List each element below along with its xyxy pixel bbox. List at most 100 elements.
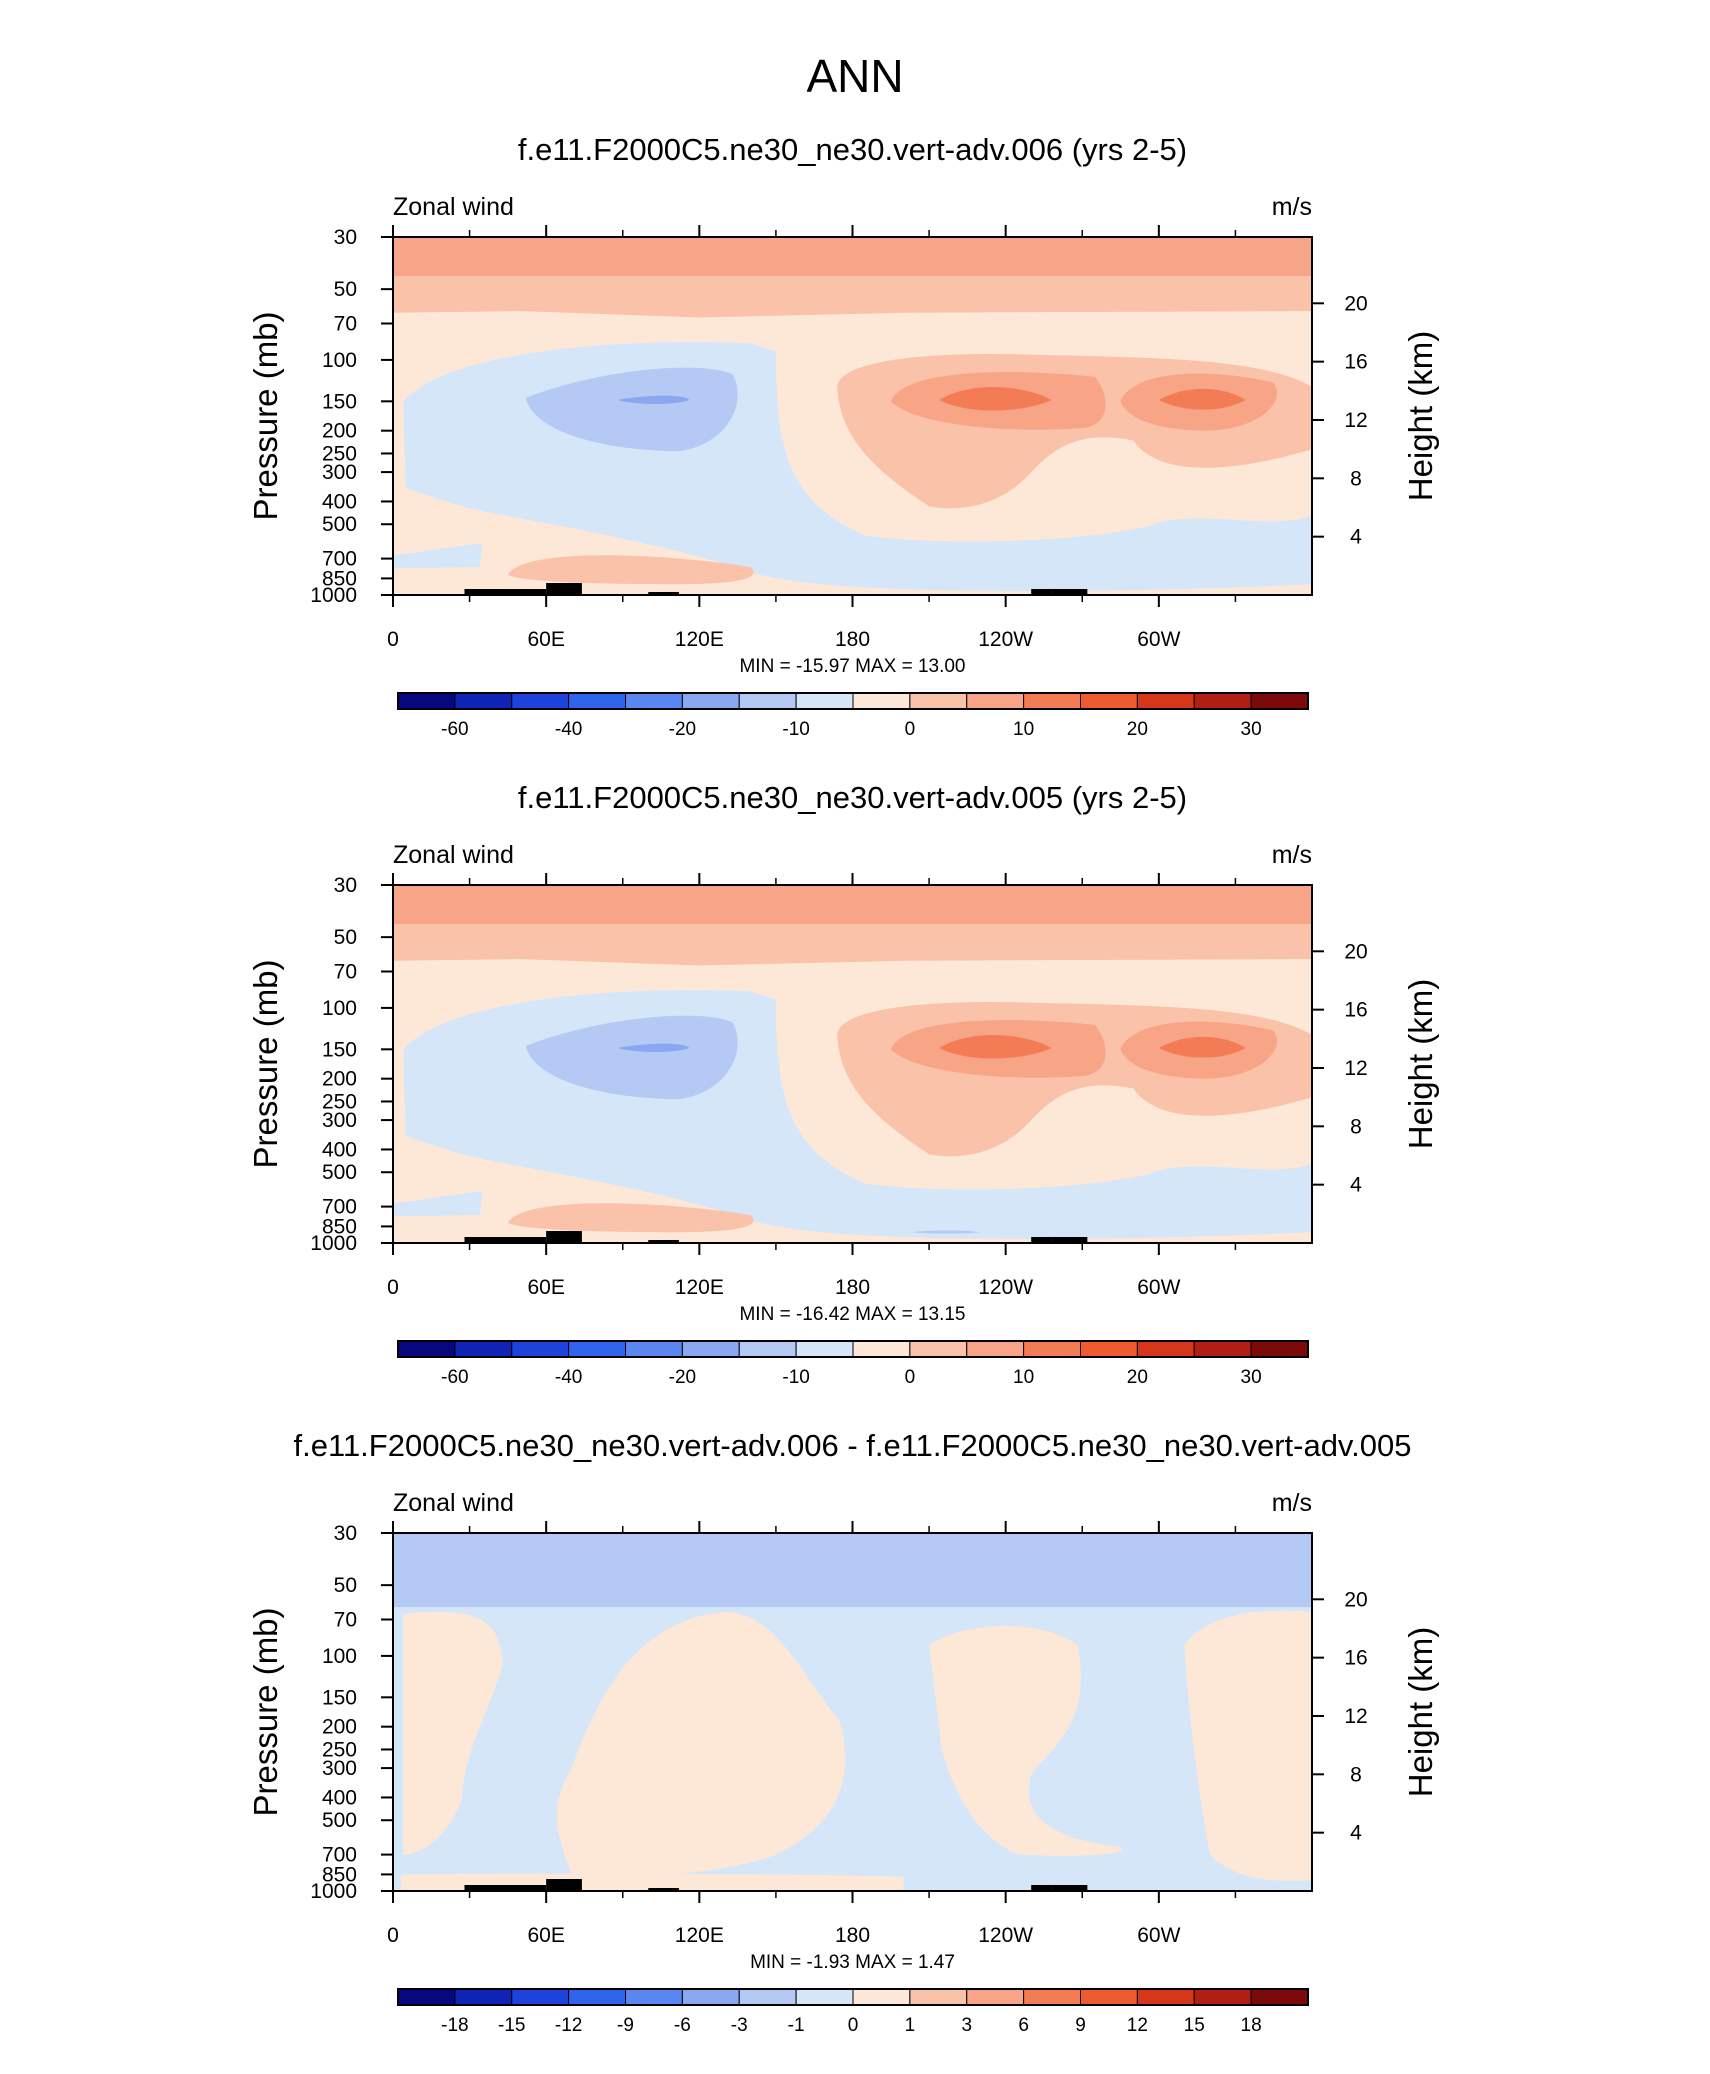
colorbar-box xyxy=(1193,1988,1252,2006)
colorbar-box xyxy=(795,1988,854,2006)
topography-block xyxy=(1031,1237,1052,1243)
easterly-surface-west xyxy=(393,1190,483,1217)
colorbar-box xyxy=(568,1340,626,1358)
stratosphere-band-weak xyxy=(393,924,1312,966)
figure-title: ANN xyxy=(806,50,903,102)
colorbar-label: -10 xyxy=(782,719,809,740)
topography-block xyxy=(546,1879,582,1891)
easterly-surface-patch xyxy=(911,1230,981,1234)
colorbar-box xyxy=(397,692,456,710)
height-tick-label: 16 xyxy=(1344,351,1367,374)
y-axis-label-right: Height (km) xyxy=(1402,979,1439,1150)
y-tick-label: 850 xyxy=(322,567,357,590)
chart-panel-1: f.e11.F2000C5.ne30_ne30.vert-adv.006 (yr… xyxy=(247,132,1439,740)
min-max-stats: MIN = -1.93 MAX = 1.47 xyxy=(750,1952,955,1973)
colorbar-label: -6 xyxy=(674,2015,691,2036)
y-tick-label: 30 xyxy=(334,874,357,897)
colorbar-box xyxy=(511,1988,570,2006)
colorbar-box xyxy=(625,1988,683,2006)
colorbar-box xyxy=(454,1988,513,2006)
x-tick-label: 180 xyxy=(835,628,870,651)
colorbar-box xyxy=(852,1988,911,2006)
chart-panel-2: f.e11.F2000C5.ne30_ne30.vert-adv.005 (yr… xyxy=(247,780,1439,1388)
height-tick-label: 12 xyxy=(1344,1057,1367,1080)
height-tick-label: 4 xyxy=(1350,1174,1362,1197)
y-tick-label: 700 xyxy=(322,1196,357,1219)
height-tick-label: 20 xyxy=(1344,940,1367,963)
y-tick-label: 250 xyxy=(322,1090,357,1113)
units-label: m/s xyxy=(1272,193,1312,221)
y-tick-label: 50 xyxy=(334,926,357,949)
y-tick-label: 200 xyxy=(322,1068,357,1091)
y-tick-label: 70 xyxy=(334,313,357,336)
height-tick-label: 8 xyxy=(1350,467,1362,490)
colorbar-box xyxy=(1250,1988,1309,2006)
westerly-jet-core xyxy=(939,1035,1052,1059)
colorbar-label: -10 xyxy=(782,1367,809,1388)
colorbar-frame xyxy=(397,1988,1309,2006)
colorbar-label: -60 xyxy=(441,719,468,740)
colorbar-box xyxy=(738,1340,797,1358)
westerly-jet-core-2 xyxy=(1158,388,1246,410)
colorbar-box xyxy=(1250,692,1309,710)
y-tick-label: 500 xyxy=(322,1161,357,1184)
y-tick-label: 400 xyxy=(322,490,357,513)
y-tick-label: 300 xyxy=(322,461,357,484)
easterly-core xyxy=(525,1015,738,1100)
x-tick-label: 60E xyxy=(527,1924,564,1947)
chart-panel-3: f.e11.F2000C5.ne30_ne30.vert-adv.006 - f… xyxy=(247,1428,1439,2036)
colorbar-box xyxy=(795,1340,854,1358)
topography-block xyxy=(648,1888,679,1891)
height-tick-label: 16 xyxy=(1344,1647,1367,1670)
y-tick-label: 70 xyxy=(334,961,357,984)
colorbar-label: 3 xyxy=(961,2015,972,2036)
field-label: Zonal wind xyxy=(393,193,514,221)
x-tick-label: 120W xyxy=(978,1276,1033,1299)
stratosphere-negative xyxy=(393,1533,1312,1604)
colorbar-box xyxy=(795,692,854,710)
contour-field xyxy=(393,885,1312,1243)
easterly-max xyxy=(617,395,690,404)
colorbar-box xyxy=(1080,692,1138,710)
stratosphere-band-weak xyxy=(393,276,1312,318)
topography-block xyxy=(648,592,679,595)
panel-title: f.e11.F2000C5.ne30_ne30.vert-adv.006 - f… xyxy=(294,1428,1412,1463)
colorbar-label: 30 xyxy=(1241,719,1262,740)
x-tick-label: 60E xyxy=(527,1276,564,1299)
height-tick-label: 8 xyxy=(1350,1115,1362,1138)
colorbar-label: 10 xyxy=(1013,1367,1034,1388)
topography-block xyxy=(464,1885,547,1891)
height-tick-label: 20 xyxy=(1344,1588,1367,1611)
colorbar-frame xyxy=(397,1340,1309,1358)
colorbar-box xyxy=(1080,1340,1138,1358)
colorbar-label: 9 xyxy=(1075,2015,1086,2036)
westerly-jet-core-2 xyxy=(1158,1036,1246,1058)
colorbar-box xyxy=(1136,1340,1195,1358)
y-tick-label: 400 xyxy=(322,1138,357,1161)
colorbar-box xyxy=(852,692,911,710)
y-axis-label-right: Height (km) xyxy=(1402,1627,1439,1798)
colorbar-box xyxy=(852,1340,911,1358)
y-tick-label: 50 xyxy=(334,1574,357,1597)
colorbar: -18 -15 -12 -9 -6 -3 -1 0 1 3 6 9 12 15 18 xyxy=(397,1988,1309,2036)
colorbar-box xyxy=(625,692,683,710)
y-tick-label: 30 xyxy=(334,226,357,249)
x-tick-label: 120E xyxy=(675,628,724,651)
x-tick-label: 120E xyxy=(675,1924,724,1947)
colorbar-label: -1 xyxy=(788,2015,805,2036)
y-tick-label: 700 xyxy=(322,548,357,571)
x-tick-label: 60E xyxy=(527,628,564,651)
y-tick-label: 300 xyxy=(322,1757,357,1780)
y-tick-label: 100 xyxy=(322,1645,357,1668)
colorbar-label: -40 xyxy=(555,719,582,740)
y-tick-label: 30 xyxy=(334,1522,357,1545)
min-max-stats: MIN = -15.97 MAX = 13.00 xyxy=(739,656,965,677)
colorbar-box xyxy=(1250,1340,1309,1358)
units-label: m/s xyxy=(1272,841,1312,869)
y-tick-label: 100 xyxy=(322,997,357,1020)
colorbar-box xyxy=(454,692,513,710)
colorbar-label: 10 xyxy=(1013,719,1034,740)
colorbar-box xyxy=(909,1988,968,2006)
colorbar-box xyxy=(397,1340,456,1358)
topography-block xyxy=(1051,589,1088,595)
